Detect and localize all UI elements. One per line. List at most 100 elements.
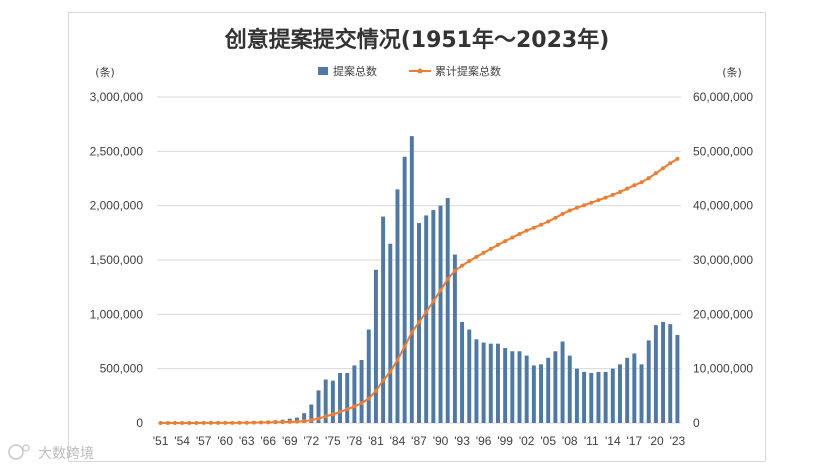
legend: 提案总数 累计提案总数	[318, 64, 501, 78]
line-point	[438, 288, 443, 293]
line-point	[330, 412, 335, 417]
x-tick-label: '54	[174, 434, 190, 448]
bar	[488, 343, 493, 423]
line-point	[402, 344, 407, 349]
chart-frame: 创意提案提交情况(1951年～2023年) 提案总数 累计提案总数 (条) (条…	[68, 12, 766, 462]
line-point	[381, 378, 386, 383]
line-point	[172, 420, 177, 425]
right-tick-label: 40,000,000	[693, 199, 753, 213]
line-point	[503, 239, 508, 244]
watermark-text: 大数跨境	[38, 446, 94, 462]
line-point	[617, 189, 622, 194]
bar	[589, 373, 594, 423]
line-point	[417, 320, 421, 325]
bar	[302, 413, 307, 423]
bar	[510, 351, 515, 423]
left-tick-label: 1,500,000	[90, 253, 144, 267]
line-point	[546, 219, 551, 224]
right-tick-label: 30,000,000	[693, 253, 753, 267]
x-tick-label: '96	[476, 434, 492, 448]
x-tick-label: '08	[562, 434, 578, 448]
bar	[653, 325, 658, 423]
bar	[582, 371, 587, 423]
x-tick-label: '69	[282, 434, 298, 448]
line-point	[230, 420, 235, 425]
line-point	[294, 419, 299, 424]
bar	[359, 359, 364, 423]
bar	[574, 368, 579, 423]
x-tick-label: '93	[454, 434, 470, 448]
line-point	[639, 180, 644, 185]
bar	[503, 348, 508, 423]
x-tick-label: '78	[347, 434, 363, 448]
bar	[610, 368, 615, 423]
right-tick-label: 60,000,000	[693, 90, 753, 104]
line-point	[251, 420, 256, 425]
line-point	[574, 205, 579, 210]
line-point	[452, 268, 457, 273]
line-point	[223, 420, 228, 425]
bar	[553, 351, 558, 423]
left-tick-label: 1,000,000	[90, 307, 144, 321]
bar	[474, 339, 479, 423]
line-point	[582, 203, 587, 208]
bar	[366, 329, 371, 423]
line-point	[474, 254, 479, 259]
bar	[639, 364, 644, 423]
line-point	[610, 192, 615, 197]
line-point	[187, 420, 192, 425]
line-point	[352, 404, 357, 409]
right-axis-unit: (条)	[722, 65, 742, 79]
line-point	[395, 357, 400, 362]
x-tick-label: '72	[304, 434, 320, 448]
line-point	[488, 246, 493, 251]
bar	[646, 340, 651, 423]
bar	[438, 205, 443, 423]
line-point	[259, 420, 264, 425]
line-point	[596, 198, 601, 203]
legend-bar-swatch	[318, 67, 328, 75]
bar	[524, 355, 529, 423]
line-point	[589, 200, 594, 205]
x-tick-label: '63	[239, 434, 255, 448]
right-tick-label: 0	[693, 416, 700, 430]
line-point	[201, 420, 206, 425]
line-point	[287, 419, 292, 424]
line-point	[237, 420, 242, 425]
line-point	[338, 409, 343, 414]
line-point	[560, 211, 565, 216]
line-point	[445, 277, 450, 282]
line-point	[366, 396, 371, 401]
bar	[373, 269, 378, 423]
line-layer	[158, 156, 680, 425]
line-point	[302, 419, 307, 424]
line-point	[603, 195, 608, 200]
right-tick-label: 50,000,000	[693, 144, 753, 158]
right-tick-label: 10,000,000	[693, 362, 753, 376]
line-point	[661, 166, 666, 171]
bar	[345, 373, 350, 423]
bar	[675, 334, 680, 423]
line-point	[359, 401, 364, 406]
x-tick-label: '14	[605, 434, 621, 448]
bar	[625, 357, 630, 423]
line-point	[373, 388, 378, 393]
bar	[539, 364, 544, 423]
bar	[431, 210, 436, 423]
line-point	[409, 330, 414, 335]
watermark-svg: 大数跨境	[8, 444, 94, 462]
bar	[395, 189, 400, 423]
bar	[381, 216, 386, 423]
line-point	[675, 156, 680, 161]
x-tick-label: '20	[648, 434, 664, 448]
bar	[495, 343, 500, 423]
bar	[668, 324, 673, 423]
line-point	[467, 259, 472, 264]
line-point	[625, 186, 630, 191]
watermark-logo-dot-icon	[22, 444, 30, 452]
left-tick-label: 3,000,000	[90, 90, 144, 104]
line-point	[316, 416, 321, 421]
line-point	[158, 420, 163, 425]
x-tick-label: '81	[368, 434, 384, 448]
left-tick-label: 2,000,000	[90, 199, 144, 213]
